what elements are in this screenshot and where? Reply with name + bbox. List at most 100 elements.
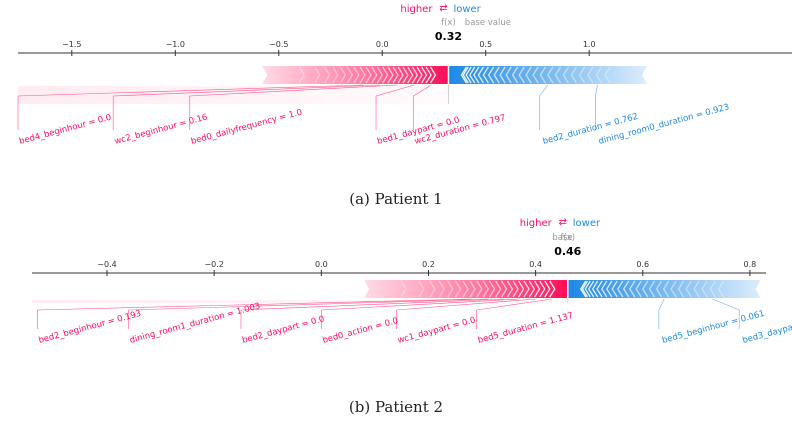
lower-chevron xyxy=(460,66,468,84)
lower-chevron xyxy=(642,280,649,298)
higher-chevron xyxy=(476,280,483,298)
higher-chevron xyxy=(455,280,462,298)
base-value-label: base value xyxy=(465,18,511,28)
lower-chevron xyxy=(465,66,472,84)
lower-chevron xyxy=(629,280,636,298)
lower-chevron xyxy=(581,280,589,298)
legend-lower: lower xyxy=(453,4,481,15)
higher-chevron xyxy=(365,66,372,84)
higher-feature-label: bed0_dailyfrequency = 1.0 xyxy=(190,108,303,147)
lower-chevron xyxy=(717,280,725,298)
x-tick-label: −1.0 xyxy=(166,40,185,49)
lower-chevron xyxy=(487,66,495,84)
higher-chevron xyxy=(332,66,339,84)
x-tick-label: 0.6 xyxy=(636,260,649,269)
lower-chevron xyxy=(587,66,594,84)
legend-lower: lower xyxy=(573,218,601,229)
higher-feature-label: bed5_duration = 1.137 xyxy=(477,311,575,346)
lower-chevron xyxy=(709,280,716,298)
higher-chevron xyxy=(482,280,490,298)
higher-feature-connector xyxy=(375,84,415,97)
lower-chevron xyxy=(539,66,546,84)
higher-chevron xyxy=(501,280,508,298)
lower-chevron xyxy=(587,280,595,298)
lower-chevron xyxy=(554,66,562,84)
higher-chevron xyxy=(539,280,546,298)
lower-chevron xyxy=(579,280,587,298)
higher-bar xyxy=(262,66,449,84)
higher-chevron xyxy=(418,280,425,298)
lower-chevron xyxy=(505,66,512,84)
higher-feature-connector xyxy=(113,84,381,97)
output-label: f(x) xyxy=(441,18,456,28)
lower-chevron xyxy=(473,66,480,84)
lower-chevron xyxy=(493,66,500,84)
higher-chevron xyxy=(392,66,399,84)
lower-chevron xyxy=(617,280,624,298)
lower-chevron xyxy=(525,66,532,84)
lower-chevron xyxy=(611,280,618,298)
higher-feature-label: bed2_daypart = 0.0 xyxy=(241,314,325,346)
higher-feature-connector xyxy=(413,84,432,97)
higher-chevron xyxy=(353,66,360,84)
x-tick-label: 0.2 xyxy=(422,260,435,269)
higher-feature-connector xyxy=(37,298,472,311)
higher-chevron xyxy=(387,66,394,84)
lower-chevron xyxy=(622,280,630,298)
higher-feature-connector xyxy=(396,298,536,311)
lower-chevron xyxy=(532,66,539,84)
higher-chevron xyxy=(549,280,556,298)
higher-chevron xyxy=(534,280,541,298)
output-value: 0.46 xyxy=(554,245,581,258)
lower-chevron xyxy=(482,66,489,84)
higher-chevron xyxy=(429,280,436,298)
legend-arrow: ⇄ xyxy=(559,217,567,228)
base-value-label: base xyxy=(552,233,572,243)
lower-chevron xyxy=(499,66,506,84)
lower-chevron xyxy=(648,280,656,298)
higher-chevron xyxy=(339,66,347,84)
lower-feature-connector xyxy=(539,84,549,97)
lower-chevron xyxy=(595,66,603,84)
x-tick-label: 0.0 xyxy=(376,40,389,49)
lower-chevron xyxy=(677,280,685,298)
higher-chevron xyxy=(523,280,530,298)
higher-chevron xyxy=(518,280,525,298)
higher-chevron xyxy=(438,280,445,298)
x-tick-label: −0.5 xyxy=(269,40,288,49)
higher-chevron xyxy=(462,280,469,298)
higher-feature-connector xyxy=(17,84,364,97)
lower-chevron xyxy=(591,280,599,298)
lower-chevron xyxy=(635,280,642,298)
output-label: f(x) xyxy=(560,233,575,243)
higher-feature-connector xyxy=(189,84,398,97)
lower-chevron xyxy=(670,280,677,298)
higher-chevron xyxy=(544,280,551,298)
higher-feature-label: bed4_beginhour = 0.0 xyxy=(18,113,112,147)
lower-chevron xyxy=(662,280,670,298)
legend-arrow: ⇄ xyxy=(439,3,447,14)
higher-feature-connector xyxy=(240,298,504,311)
higher-chevron xyxy=(400,280,407,298)
higher-feature-label: wc1_daypart = 0.0 xyxy=(397,315,477,345)
x-tick-label: 1.0 xyxy=(583,40,596,49)
higher-chevron xyxy=(382,66,389,84)
x-tick-label: 0.5 xyxy=(479,40,492,49)
higher-chevron xyxy=(411,66,419,84)
higher-chevron xyxy=(416,66,423,84)
x-tick-label: 0.4 xyxy=(529,260,542,269)
lower-chevron xyxy=(570,66,577,84)
higher-chevron xyxy=(314,66,321,84)
lower-chevron xyxy=(601,280,608,298)
higher-chevron xyxy=(407,66,414,84)
lower-chevron xyxy=(685,280,692,298)
higher-feature-connector xyxy=(321,298,520,311)
higher-chevron xyxy=(421,66,428,84)
higher-feature-label: bed0_action = 0.0 xyxy=(322,316,400,346)
x-tick-label: 0.0 xyxy=(315,260,328,269)
x-tick-label: 0.8 xyxy=(744,260,757,269)
lower-feature-connector xyxy=(595,84,598,97)
higher-shadow xyxy=(18,86,449,104)
x-tick-label: −1.5 xyxy=(62,40,81,49)
